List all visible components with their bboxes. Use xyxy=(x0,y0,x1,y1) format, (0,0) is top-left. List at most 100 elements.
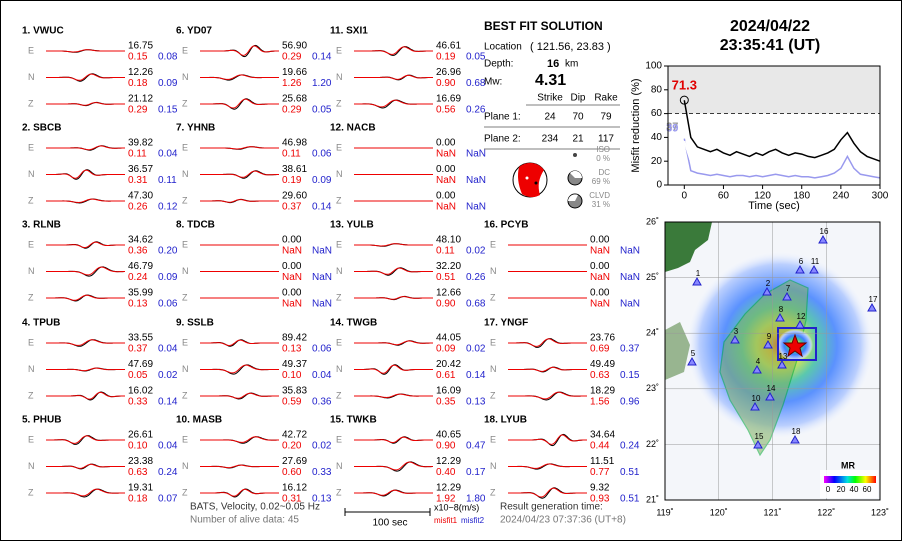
plane-value: 24 xyxy=(544,112,556,123)
y-tick-label: 100 xyxy=(645,61,662,72)
component: Z xyxy=(28,390,34,400)
plane-value: 70 xyxy=(572,112,584,123)
misfit1: NaN xyxy=(436,202,456,213)
station-marker xyxy=(775,312,785,322)
amplitude: 16.12 xyxy=(282,483,307,494)
plane-value: 21 xyxy=(572,134,584,145)
station-label: 8. TDCB xyxy=(176,220,215,231)
amplitude: 48.10 xyxy=(436,235,461,246)
misfit1: 0.36 xyxy=(128,246,148,257)
misfit2: 0.17 xyxy=(466,467,486,478)
component: N xyxy=(490,461,497,471)
amplitude: 9.32 xyxy=(590,483,610,494)
component: E xyxy=(336,434,342,444)
component: Z xyxy=(336,292,342,302)
epicenter xyxy=(782,333,808,358)
synthetic-trace xyxy=(354,436,433,443)
amplitude: 33.55 xyxy=(128,333,153,344)
station-marker xyxy=(765,391,775,401)
station-marker xyxy=(782,291,792,301)
misfit1: 0.29 xyxy=(282,105,302,116)
component: E xyxy=(336,337,342,347)
misfit1: 0.19 xyxy=(436,52,456,63)
amplitude: 0.00 xyxy=(590,261,610,272)
misfit1: 0.31 xyxy=(128,175,148,186)
date: 2024/04/22 xyxy=(730,18,810,35)
misfit2: NaN xyxy=(620,299,640,310)
misfit2: 0.26 xyxy=(466,272,486,283)
x-tick-label: 120 xyxy=(754,191,771,202)
misfit1: NaN xyxy=(282,272,302,283)
synthetic-trace xyxy=(46,73,125,81)
misfit1: 0.37 xyxy=(128,344,148,355)
misfit2: 0.20 xyxy=(158,246,178,257)
taiwan xyxy=(719,279,809,457)
station-number: 2 xyxy=(766,279,771,288)
synthetic-trace xyxy=(46,391,125,400)
component: E xyxy=(490,337,496,347)
map: 119˚ 120˚ 121˚ 122˚ 123˚21˚22˚23˚24˚25˚26˚12… xyxy=(646,216,889,517)
station-label: 18. LYUB xyxy=(484,415,527,426)
station-number: 1 xyxy=(696,269,701,278)
misfit1: 0.13 xyxy=(128,299,148,310)
station-marker xyxy=(867,302,877,312)
station-marker xyxy=(795,319,805,329)
component: E xyxy=(28,434,34,444)
synthetic-trace xyxy=(354,243,433,247)
misfit1: 0.90 xyxy=(436,441,456,452)
colorbar xyxy=(824,476,876,483)
component: N xyxy=(336,364,343,374)
station-marker xyxy=(753,439,763,449)
synthetic-trace xyxy=(46,488,125,497)
plot-frame xyxy=(667,65,881,186)
misfit2: 0.02 xyxy=(466,344,486,355)
amplitude: 16.09 xyxy=(436,386,461,397)
table-header: Strike xyxy=(537,93,563,104)
misfit1: 0.19 xyxy=(282,175,302,186)
misfit2: 0.51 xyxy=(620,467,640,478)
misfit1: NaN xyxy=(436,149,456,160)
station-label: 15. TWKB xyxy=(330,415,377,426)
amplitude: 35.99 xyxy=(128,288,153,299)
misfit-line xyxy=(683,138,881,179)
component: E xyxy=(182,45,188,55)
station-label: 6. YD07 xyxy=(176,26,212,37)
station-marker xyxy=(790,434,800,444)
misfit1: 0.09 xyxy=(436,344,456,355)
synthetic-trace xyxy=(508,463,587,469)
misfit1: 1.92 xyxy=(436,494,456,505)
y-tick-label: 0 xyxy=(656,180,662,191)
misfit1-key: misfit1 xyxy=(434,516,458,525)
colorbar-title: MR xyxy=(841,460,855,470)
x-axis-label: Time (sec) xyxy=(748,200,800,212)
component: N xyxy=(336,169,343,179)
location: ( 121.56, 23.83 ) xyxy=(530,41,611,53)
component: N xyxy=(182,72,189,82)
plane-value: 117 xyxy=(598,134,614,145)
station-number: 14 xyxy=(767,384,776,393)
gen-time: 2024/04/23 07:37:36 (UT+8) xyxy=(500,515,626,526)
misfit2: NaN xyxy=(312,299,332,310)
amplitude: 20.42 xyxy=(436,359,461,370)
misfit2: 0.14 xyxy=(312,52,332,63)
synthetic-trace xyxy=(200,364,279,374)
misfit2: 0.47 xyxy=(466,441,486,452)
station-marker xyxy=(750,401,760,411)
misfit1: 0.63 xyxy=(590,370,610,381)
misfit1: 0.56 xyxy=(436,105,456,116)
amplitude: 39.82 xyxy=(128,138,153,149)
misfit2: NaN xyxy=(466,149,486,160)
component-name: ISO xyxy=(596,145,610,154)
component: N xyxy=(182,364,189,374)
station-label: 5. PHUB xyxy=(22,415,61,426)
misfit-line xyxy=(683,100,881,162)
station-label: 14. TWGB xyxy=(330,318,377,329)
misfit1: 0.44 xyxy=(590,441,610,452)
synthetic-trace xyxy=(354,461,433,471)
synthetic-trace xyxy=(508,366,587,372)
mw: 4.31 xyxy=(535,72,566,89)
amplitude: 16.69 xyxy=(436,94,461,105)
misfit2: 0.14 xyxy=(158,397,178,408)
synthetic-trace xyxy=(200,464,279,469)
depth: 16 xyxy=(547,58,559,70)
